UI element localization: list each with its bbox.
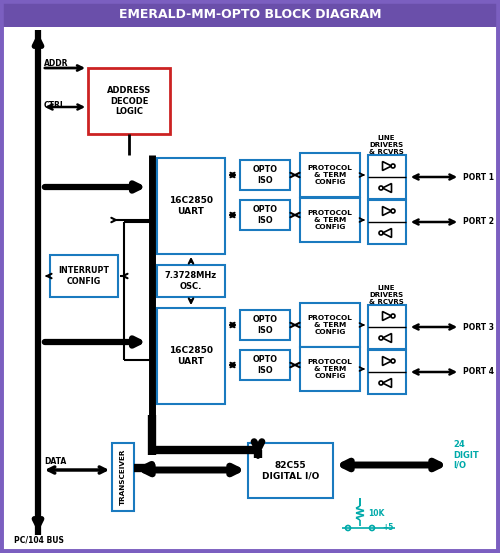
Bar (50, 255, 118, 297)
Text: EMERALD-MM-OPTO BLOCK DIAGRAM: EMERALD-MM-OPTO BLOCK DIAGRAM (119, 8, 382, 20)
Bar (240, 310, 290, 340)
Bar (300, 303, 360, 347)
Text: 16C2850
UART: 16C2850 UART (169, 346, 213, 366)
Text: CTRL: CTRL (44, 101, 66, 109)
Text: +5: +5 (382, 524, 394, 533)
Text: DATA: DATA (44, 457, 66, 467)
Bar (157, 158, 225, 254)
Text: LINE
DRIVERS
& RCVRS: LINE DRIVERS & RCVRS (368, 135, 404, 155)
Text: ADDR: ADDR (44, 59, 68, 67)
Text: PROTOCOL
& TERM
CONFIG: PROTOCOL & TERM CONFIG (308, 165, 352, 185)
Bar (368, 350, 406, 394)
Bar (112, 443, 134, 511)
Text: 82C55
DIGITAL I/O: 82C55 DIGITAL I/O (262, 461, 319, 480)
Text: OPTO
ISO: OPTO ISO (252, 315, 278, 335)
Text: INTERRUPT
CONFIG: INTERRUPT CONFIG (58, 267, 110, 286)
Text: OPTO
ISO: OPTO ISO (252, 165, 278, 185)
Bar (157, 308, 225, 404)
Bar (300, 198, 360, 242)
Text: 16C2850
UART: 16C2850 UART (169, 196, 213, 216)
Bar (157, 265, 225, 297)
Text: 7.3728MHz
OSC.: 7.3728MHz OSC. (165, 272, 217, 291)
Text: PROTOCOL
& TERM
CONFIG: PROTOCOL & TERM CONFIG (308, 315, 352, 335)
Text: PROTOCOL
& TERM
CONFIG: PROTOCOL & TERM CONFIG (308, 210, 352, 230)
Text: PORT 1: PORT 1 (463, 173, 494, 181)
Text: OPTO
ISO: OPTO ISO (252, 355, 278, 375)
Text: PORT 2: PORT 2 (463, 217, 494, 227)
Bar (1, 1, 499, 27)
Bar (240, 350, 290, 380)
Text: 10K: 10K (368, 509, 384, 518)
Text: PC/104 BUS: PC/104 BUS (14, 535, 64, 545)
Text: OPTO
ISO: OPTO ISO (252, 205, 278, 225)
Bar (240, 200, 290, 230)
Text: PROTOCOL
& TERM
CONFIG: PROTOCOL & TERM CONFIG (308, 359, 352, 379)
Bar (368, 305, 406, 349)
Text: 24
DIGIT
I/O: 24 DIGIT I/O (453, 440, 479, 470)
Bar (248, 443, 333, 498)
Text: TRANSCEIVER: TRANSCEIVER (120, 449, 126, 505)
Bar (300, 153, 360, 197)
Text: PORT 4: PORT 4 (463, 368, 494, 377)
Text: ADDRESS
DECODE
LOGIC: ADDRESS DECODE LOGIC (107, 86, 151, 116)
Bar (88, 68, 170, 134)
Bar (300, 347, 360, 391)
Bar (240, 160, 290, 190)
Bar (368, 200, 406, 244)
Bar (368, 155, 406, 199)
Text: LINE
DRIVERS
& RCVRS: LINE DRIVERS & RCVRS (368, 285, 404, 305)
Text: PORT 3: PORT 3 (463, 322, 494, 331)
